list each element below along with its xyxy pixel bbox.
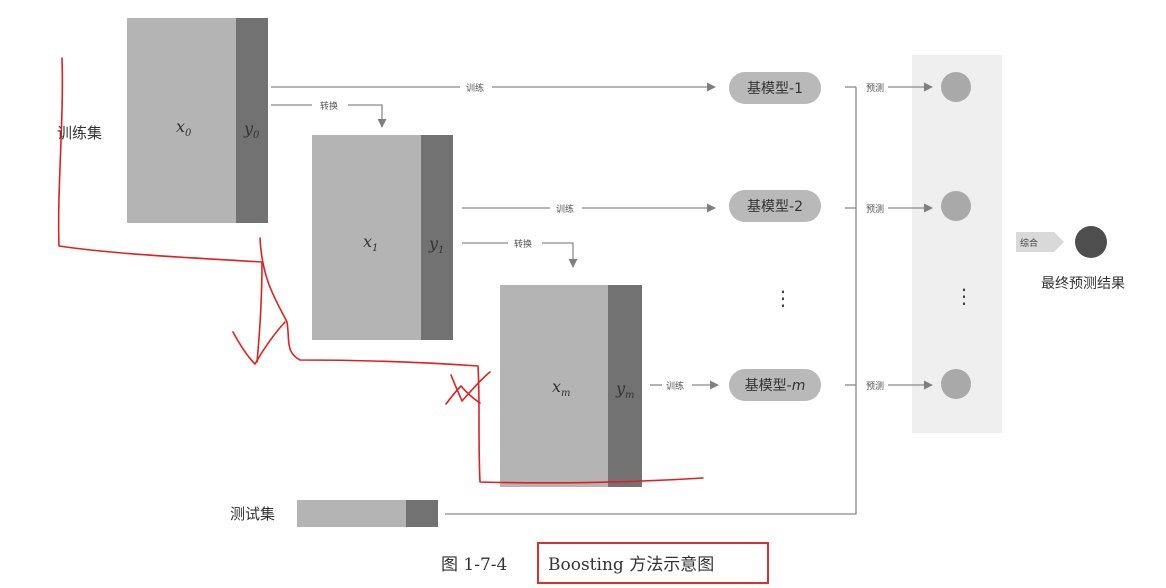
handwritten-annotations: [57, 57, 704, 484]
train-set-label: 训练集: [57, 124, 102, 142]
svg-text:综合: 综合: [1020, 237, 1038, 249]
svg-text:训练: 训练: [556, 203, 574, 215]
y1-label: y1: [428, 234, 444, 256]
x0-label: x0: [176, 117, 192, 139]
caption-number: 图 1-7-4: [441, 555, 507, 575]
base-model-1: 基模型-1: [729, 72, 821, 104]
model-ellipsis: ⋮: [773, 286, 793, 310]
svg-text:基模型-2: 基模型-2: [747, 198, 803, 215]
caption-title: Boosting 方法示意图: [548, 555, 714, 575]
test-x-block: [297, 500, 407, 527]
svg-text:转换: 转换: [320, 100, 338, 112]
prediction-dot-1: [941, 72, 971, 102]
base-model-2: 基模型-2: [729, 190, 821, 222]
train-set-block: x0 y0: [127, 18, 268, 223]
y0-label: y0: [243, 119, 260, 141]
y1-block: [421, 135, 453, 340]
train-edge-m: 训练: [650, 380, 719, 392]
y0-block: [236, 18, 268, 223]
base-model-m: 基模型-m: [729, 369, 821, 401]
svg-text:基模型-1: 基模型-1: [747, 80, 803, 97]
svg-text:预测: 预测: [866, 204, 884, 215]
combine-arrow: 综合: [1016, 232, 1064, 252]
final-result-dot: [1075, 226, 1107, 258]
prediction-ellipsis: ⋮: [954, 284, 974, 308]
svg-text:训练: 训练: [466, 82, 484, 94]
transformed-set-1-block: x1 y1: [312, 135, 453, 340]
test-set-block: [297, 500, 438, 527]
ym-block: [608, 285, 642, 487]
predict-edge-1: 预测: [866, 82, 933, 94]
svg-text:转换: 转换: [514, 238, 532, 250]
final-result-label: 最终预测结果: [1041, 276, 1125, 292]
svg-text:预测: 预测: [866, 83, 884, 94]
xm-label: xm: [552, 377, 571, 399]
train-edge-1: 训练: [271, 82, 716, 94]
transform-edge-2: 转换: [462, 238, 578, 268]
test-set-label: 测试集: [230, 505, 275, 523]
ym-label: ym: [615, 379, 635, 401]
svg-text:训练: 训练: [666, 380, 684, 392]
prediction-dot-m: [941, 369, 971, 399]
train-edge-2: 训练: [462, 203, 716, 215]
predict-edge-m: 预测: [866, 380, 933, 392]
transformed-set-m-block: xm ym: [500, 285, 642, 487]
predict-edge-2: 预测: [866, 203, 933, 215]
xm-block: [500, 285, 609, 487]
svg-text:基模型-m: 基模型-m: [745, 377, 806, 394]
transform-edge-1: 转换: [271, 100, 387, 128]
x0-block: [127, 18, 237, 223]
svg-text:预测: 预测: [866, 381, 884, 392]
caption-highlight-box: [537, 542, 769, 584]
prediction-dot-2: [941, 191, 971, 221]
x1-block: [312, 135, 422, 340]
test-y-block: [406, 500, 438, 527]
test-connector: [445, 87, 857, 515]
x1-label: x1: [363, 232, 378, 254]
